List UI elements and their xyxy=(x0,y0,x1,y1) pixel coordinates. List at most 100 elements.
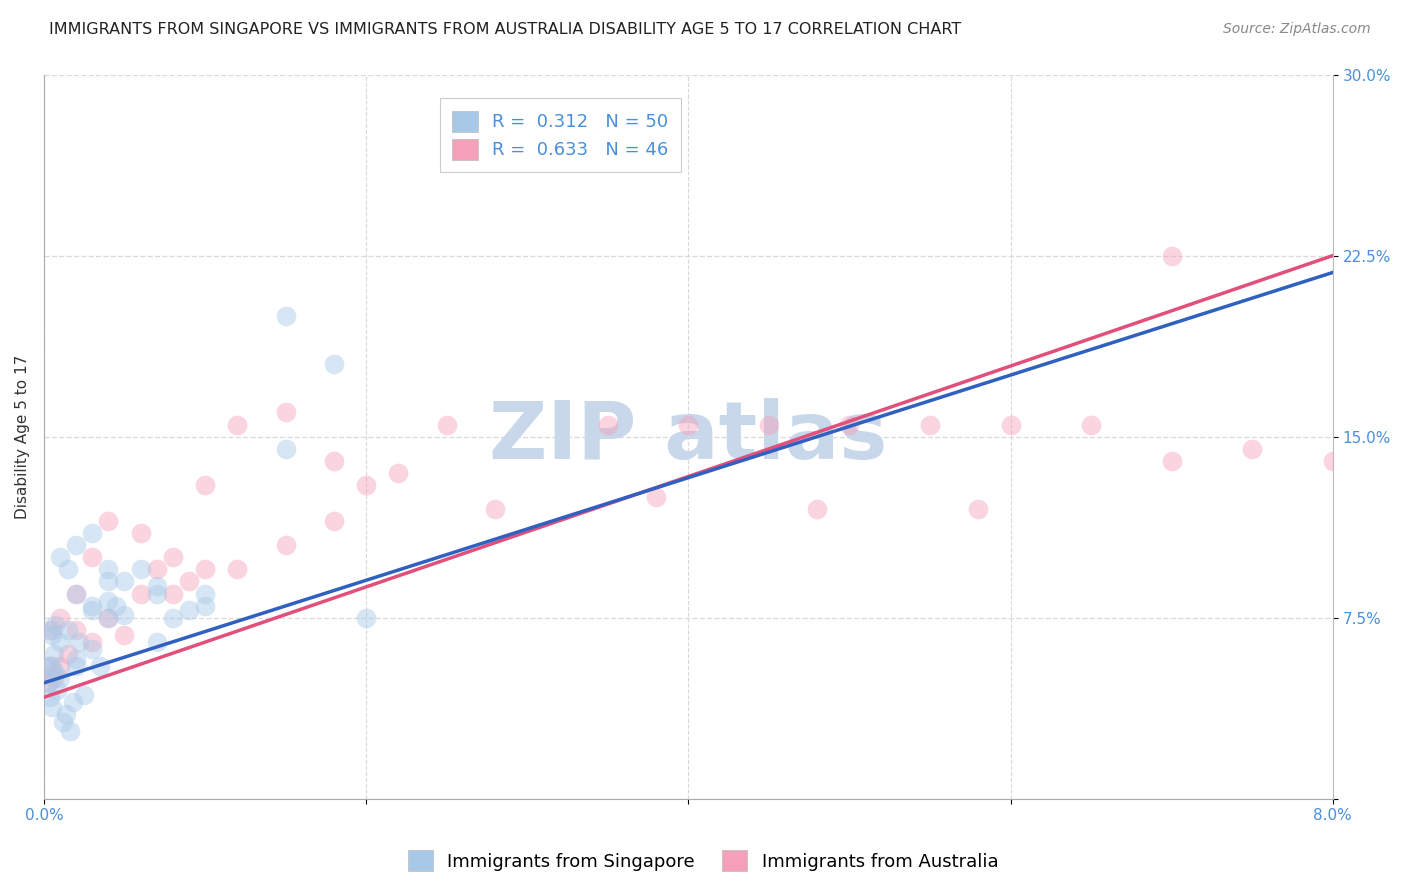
Legend: R =  0.312   N = 50, R =  0.633   N = 46: R = 0.312 N = 50, R = 0.633 N = 46 xyxy=(440,98,681,172)
Point xyxy=(56,562,79,576)
Point xyxy=(194,599,217,613)
Text: ZIP atlas: ZIP atlas xyxy=(489,398,887,475)
Point xyxy=(82,550,104,565)
Point xyxy=(322,357,344,371)
Point xyxy=(56,647,79,661)
Point xyxy=(162,550,184,565)
Point xyxy=(42,671,65,685)
Point xyxy=(1000,417,1022,432)
Point xyxy=(484,502,506,516)
Point xyxy=(274,538,297,552)
Point xyxy=(49,635,72,649)
Point xyxy=(59,724,82,739)
Point xyxy=(82,635,104,649)
Point xyxy=(62,695,84,709)
Point xyxy=(97,562,120,576)
Point xyxy=(1080,417,1102,432)
Point xyxy=(806,502,828,516)
Point xyxy=(194,586,217,600)
Point xyxy=(37,676,59,690)
Point xyxy=(38,676,60,690)
Point xyxy=(1160,454,1182,468)
Point xyxy=(645,490,668,504)
Point xyxy=(37,659,59,673)
Point xyxy=(274,442,297,456)
Point xyxy=(162,586,184,600)
Point xyxy=(97,594,120,608)
Point xyxy=(65,623,87,637)
Point xyxy=(73,688,96,702)
Point xyxy=(44,618,66,632)
Point xyxy=(65,538,87,552)
Point xyxy=(41,623,63,637)
Point xyxy=(918,417,941,432)
Point xyxy=(145,635,167,649)
Point xyxy=(177,603,200,617)
Point xyxy=(226,562,249,576)
Point xyxy=(274,309,297,323)
Point xyxy=(145,579,167,593)
Point xyxy=(65,586,87,600)
Point xyxy=(114,574,136,589)
Point xyxy=(105,599,128,613)
Point xyxy=(129,586,152,600)
Point xyxy=(145,586,167,600)
Point xyxy=(82,603,104,617)
Point xyxy=(177,574,200,589)
Point xyxy=(44,666,66,681)
Point xyxy=(89,659,111,673)
Point xyxy=(145,562,167,576)
Point xyxy=(1322,454,1344,468)
Point xyxy=(758,417,780,432)
Point xyxy=(82,599,104,613)
Point xyxy=(65,586,87,600)
Point xyxy=(97,610,120,624)
Point xyxy=(41,627,63,641)
Point xyxy=(1160,249,1182,263)
Y-axis label: Disability Age 5 to 17: Disability Age 5 to 17 xyxy=(15,354,30,519)
Point xyxy=(49,610,72,624)
Point xyxy=(194,562,217,576)
Point xyxy=(97,574,120,589)
Point xyxy=(114,608,136,623)
Point xyxy=(39,659,62,673)
Point xyxy=(52,714,75,729)
Point xyxy=(387,466,409,480)
Point xyxy=(41,700,63,714)
Point xyxy=(97,610,120,624)
Text: IMMIGRANTS FROM SINGAPORE VS IMMIGRANTS FROM AUSTRALIA DISABILITY AGE 5 TO 17 CO: IMMIGRANTS FROM SINGAPORE VS IMMIGRANTS … xyxy=(49,22,962,37)
Point xyxy=(322,514,344,528)
Point xyxy=(1241,442,1264,456)
Point xyxy=(45,683,67,698)
Point xyxy=(82,526,104,541)
Point xyxy=(49,550,72,565)
Point xyxy=(129,562,152,576)
Point xyxy=(354,610,377,624)
Text: Source: ZipAtlas.com: Source: ZipAtlas.com xyxy=(1223,22,1371,37)
Point xyxy=(436,417,458,432)
Point xyxy=(39,690,62,705)
Point xyxy=(596,417,619,432)
Point xyxy=(65,659,87,673)
Point xyxy=(354,478,377,492)
Point xyxy=(162,610,184,624)
Legend: Immigrants from Singapore, Immigrants from Australia: Immigrants from Singapore, Immigrants fr… xyxy=(401,843,1005,879)
Point xyxy=(114,627,136,641)
Point xyxy=(67,635,90,649)
Point xyxy=(274,405,297,419)
Point xyxy=(55,707,77,722)
Point xyxy=(49,671,72,685)
Point xyxy=(49,659,72,673)
Point xyxy=(838,417,860,432)
Point xyxy=(41,659,63,673)
Point xyxy=(129,526,152,541)
Point xyxy=(42,647,65,661)
Point xyxy=(65,651,87,665)
Point xyxy=(38,623,60,637)
Point xyxy=(82,642,104,657)
Point xyxy=(97,514,120,528)
Point xyxy=(56,623,79,637)
Point xyxy=(967,502,990,516)
Point xyxy=(194,478,217,492)
Point xyxy=(226,417,249,432)
